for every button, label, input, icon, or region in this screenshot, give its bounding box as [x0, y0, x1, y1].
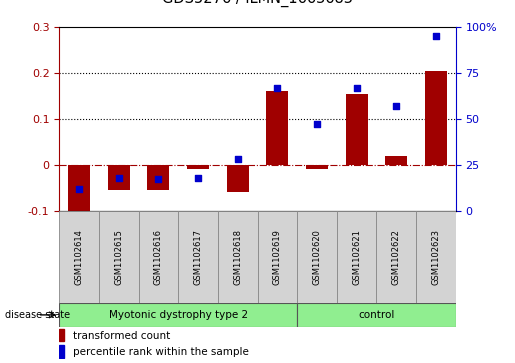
- Text: GSM1102623: GSM1102623: [432, 229, 440, 285]
- Bar: [147, 165, 169, 190]
- Text: control: control: [358, 310, 394, 320]
- FancyBboxPatch shape: [297, 303, 456, 327]
- Point: [392, 103, 401, 109]
- FancyBboxPatch shape: [337, 211, 376, 303]
- Bar: [59, 345, 64, 358]
- Point: [194, 175, 202, 180]
- Text: GSM1102621: GSM1102621: [352, 229, 361, 285]
- FancyBboxPatch shape: [376, 211, 416, 303]
- Point: [432, 33, 440, 39]
- Point: [234, 156, 242, 162]
- FancyBboxPatch shape: [258, 211, 297, 303]
- Bar: [385, 155, 407, 165]
- FancyBboxPatch shape: [297, 211, 337, 303]
- Text: GSM1102615: GSM1102615: [114, 229, 123, 285]
- Bar: [227, 165, 249, 192]
- Text: GSM1102619: GSM1102619: [273, 229, 282, 285]
- Bar: [68, 165, 90, 217]
- FancyBboxPatch shape: [416, 211, 456, 303]
- FancyBboxPatch shape: [59, 211, 99, 303]
- Point: [114, 175, 123, 180]
- Bar: [266, 91, 288, 165]
- Bar: [425, 71, 447, 165]
- FancyBboxPatch shape: [178, 211, 218, 303]
- Point: [154, 176, 163, 182]
- Text: GSM1102618: GSM1102618: [233, 229, 242, 285]
- Text: disease state: disease state: [5, 310, 70, 320]
- FancyBboxPatch shape: [218, 211, 258, 303]
- Bar: [187, 165, 209, 169]
- Text: transformed count: transformed count: [74, 331, 170, 341]
- Text: percentile rank within the sample: percentile rank within the sample: [74, 347, 249, 357]
- Bar: [306, 165, 328, 169]
- Point: [313, 122, 321, 127]
- FancyBboxPatch shape: [59, 303, 297, 327]
- Point: [75, 185, 83, 191]
- Text: GSM1102622: GSM1102622: [392, 229, 401, 285]
- Text: Myotonic dystrophy type 2: Myotonic dystrophy type 2: [109, 310, 248, 320]
- Text: GSM1102616: GSM1102616: [154, 229, 163, 285]
- Text: GSM1102614: GSM1102614: [75, 229, 83, 285]
- FancyBboxPatch shape: [99, 211, 139, 303]
- Bar: [108, 165, 130, 190]
- Text: GSM1102620: GSM1102620: [313, 229, 321, 285]
- Bar: [59, 329, 64, 341]
- Point: [352, 85, 360, 91]
- FancyBboxPatch shape: [139, 211, 178, 303]
- Point: [273, 85, 281, 91]
- Text: GSM1102617: GSM1102617: [194, 229, 202, 285]
- Bar: [346, 94, 368, 165]
- Text: GDS5276 / ILMN_1663683: GDS5276 / ILMN_1663683: [162, 0, 353, 7]
